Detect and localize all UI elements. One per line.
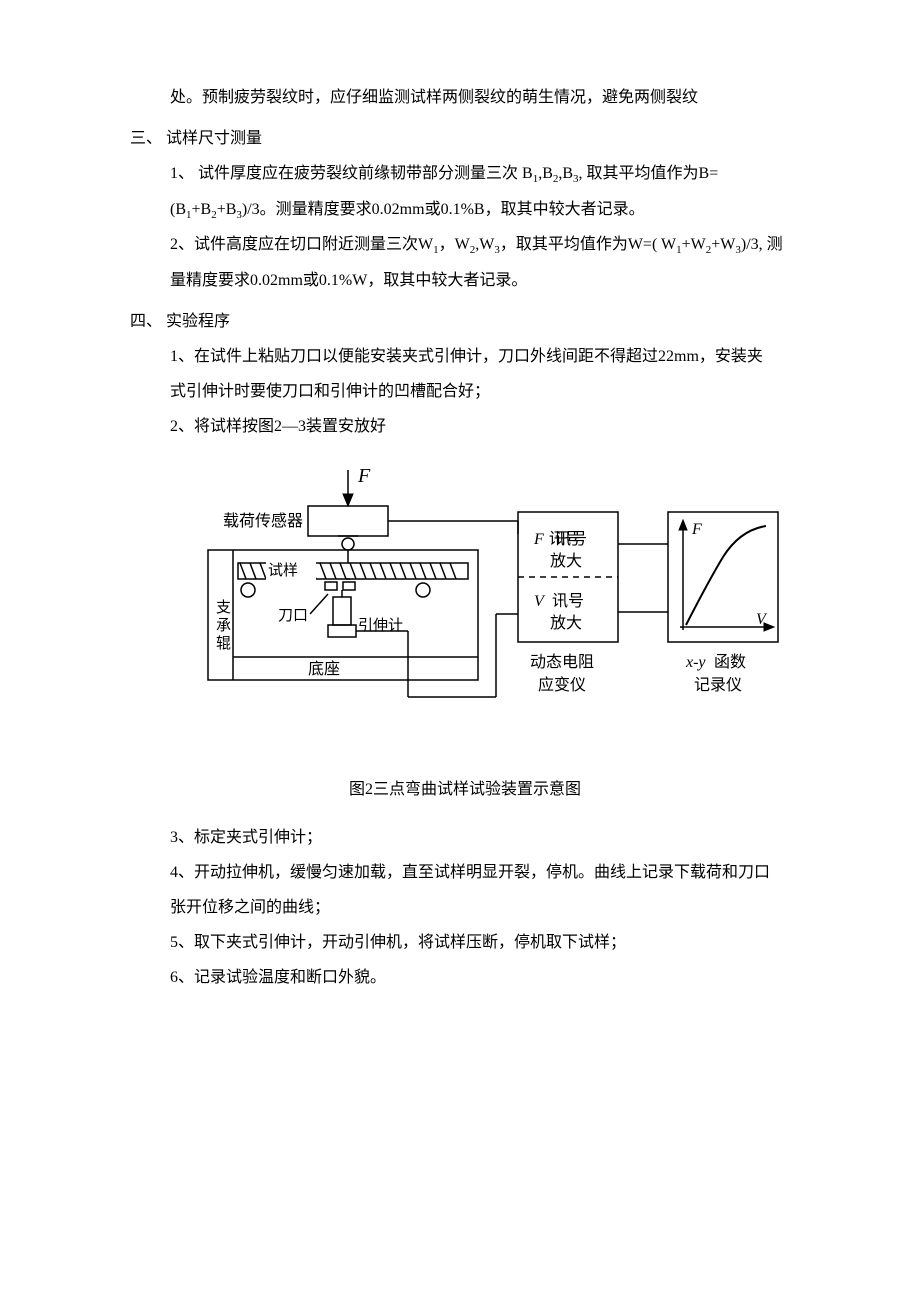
- svg-text:函数: 函数: [714, 653, 746, 671]
- sec3-p1: 1、 试件厚度应在疲劳裂纹前缘韧带部分测量三次 B1,B2,B3, 取其平均值作…: [130, 156, 800, 191]
- section-3-heading: 三、 试样尺寸测量: [130, 121, 800, 156]
- svg-text:辊: 辊: [216, 635, 231, 652]
- sec3-p2-cont: 量精度要求0.02mm或0.1%W，取其中较大者记录。: [130, 263, 800, 298]
- svg-text:动态电阻: 动态电阻: [530, 653, 594, 671]
- svg-text:应变仪: 应变仪: [538, 675, 586, 694]
- sec3-p2: 2、试件高度应在切口附近测量三次W1，W2,W3，取其平均值作为W=( W1+W…: [130, 227, 800, 262]
- svg-text:支: 支: [216, 599, 231, 616]
- svg-text:记录仪: 记录仪: [694, 676, 742, 694]
- svg-text:放大: 放大: [550, 552, 582, 570]
- svg-text:讯号: 讯号: [552, 592, 584, 610]
- sec3-p1-cont: (B1+B2+B3)/3。测量精度要求0.02mm或0.1%B，取其中较大者记录…: [130, 192, 800, 227]
- svg-text:F: F: [357, 465, 371, 487]
- sec4-p2: 2、将试样按图2—3装置安放好: [130, 409, 800, 444]
- svg-text:承: 承: [216, 617, 231, 634]
- svg-text:放大: 放大: [550, 614, 582, 632]
- svg-text:刀口: 刀口: [278, 608, 308, 624]
- sec4-p4b: 张开位移之间的曲线；: [130, 890, 800, 925]
- figure-2-diagram: F载荷传感器试样支承辊刀口引伸计底座F 讯号F 讯号放大V 讯号放大动态电阻应变…: [178, 462, 788, 742]
- svg-text:载荷传感器: 载荷传感器: [223, 512, 303, 530]
- sec4-p1: 1、在试件上粘贴刀口以便能安装夹式引伸计，刀口外线间距不得超过22mm，安装夹: [130, 339, 800, 374]
- sec4-p5: 5、取下夹式引伸计，开动引伸机，将试样压断，停机取下试样；: [130, 925, 800, 960]
- svg-text:x-y: x-y: [685, 654, 706, 671]
- svg-text:试样: 试样: [268, 562, 298, 579]
- svg-text:讯号: 讯号: [555, 530, 587, 548]
- figure-2-caption: 图2三点弯曲试样试验装置示意图: [130, 772, 800, 807]
- svg-text:V: V: [534, 593, 546, 610]
- svg-text:F: F: [691, 521, 702, 538]
- svg-text:F: F: [533, 531, 544, 548]
- sec4-p3: 3、标定夹式引伸计；: [130, 820, 800, 855]
- top-continuation-line: 处。预制疲劳裂纹时，应仔细监测试样两侧裂纹的萌生情况，避免两侧裂纹: [130, 80, 800, 115]
- sec4-p4: 4、开动拉伸机，缓慢匀速加载，直至试样明显开裂，停机。曲线上记录下载荷和刀口: [130, 855, 800, 890]
- sec4-p1b: 式引伸计时要使刀口和引伸计的凹槽配合好；: [130, 374, 800, 409]
- sec4-p6: 6、记录试验温度和断口外貌。: [130, 960, 800, 995]
- section-4-heading: 四、 实验程序: [130, 304, 800, 339]
- svg-text:底座: 底座: [308, 660, 340, 678]
